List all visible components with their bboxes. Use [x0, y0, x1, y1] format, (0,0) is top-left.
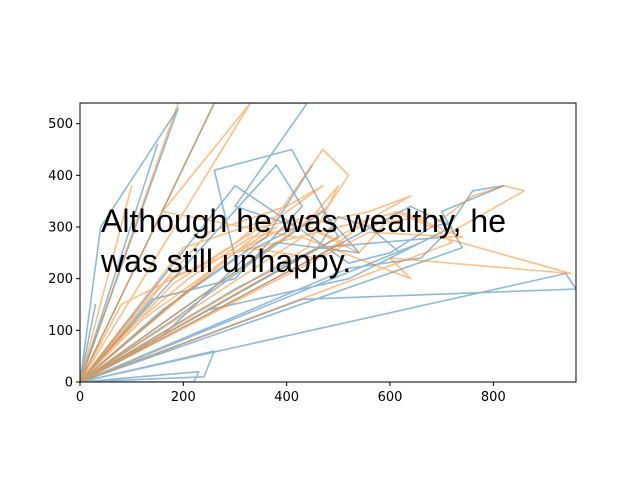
- series-layer: [80, 103, 576, 382]
- x-tick-label: 0: [76, 390, 84, 405]
- y-tick-label: 200: [48, 272, 73, 287]
- x-tick-label: 200: [171, 390, 196, 405]
- series-line-2: [80, 103, 572, 382]
- x-axis: 0 200 400 600 800: [76, 382, 506, 405]
- x-tick-label: 600: [378, 390, 403, 405]
- y-tick-label: 500: [48, 117, 73, 132]
- annotation-line-2: was still unhappy.: [100, 243, 351, 279]
- y-tick-label: 400: [48, 169, 73, 184]
- plot-frame: [79, 102, 577, 383]
- x-tick-label: 800: [481, 390, 506, 405]
- y-tick-label: 300: [48, 221, 73, 236]
- x-tick-label: 400: [274, 390, 299, 405]
- annotation-line-1: Although he was wealthy, he: [101, 203, 506, 239]
- y-axis: 0 100 200 300 400 500: [48, 117, 80, 391]
- y-tick-label: 100: [48, 324, 73, 339]
- y-tick-label: 0: [65, 376, 73, 391]
